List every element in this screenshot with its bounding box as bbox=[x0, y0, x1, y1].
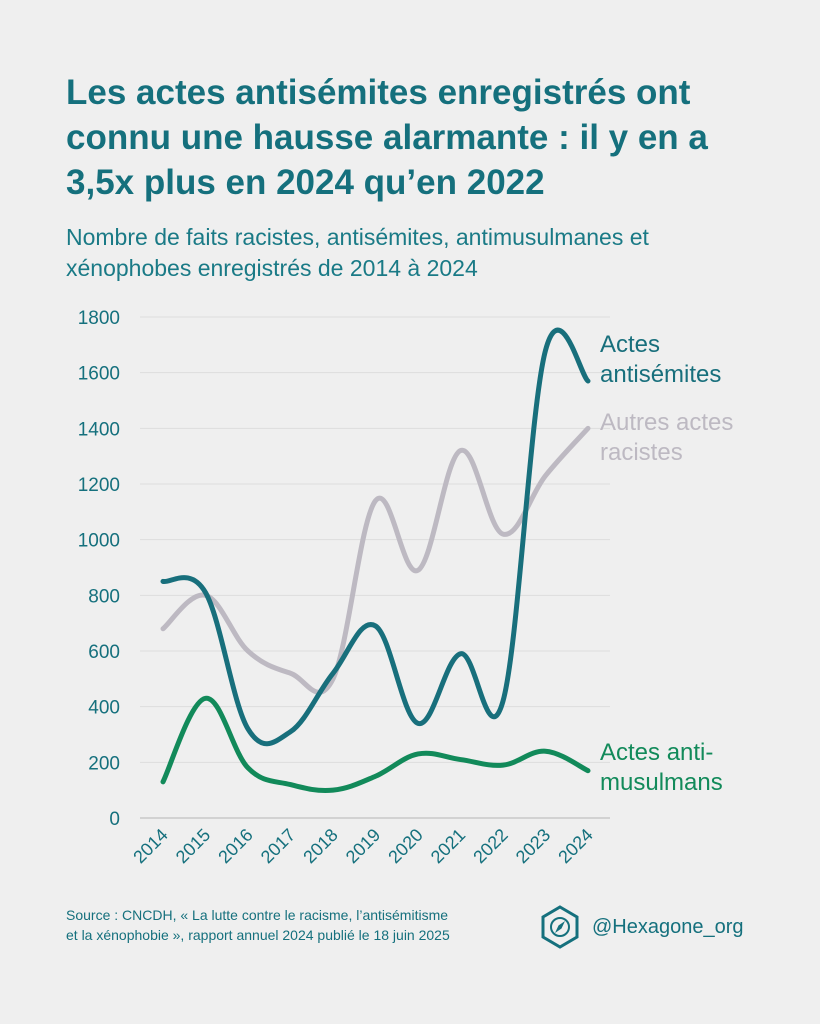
y-tick-label: 800 bbox=[88, 586, 120, 607]
y-tick-label: 600 bbox=[88, 642, 120, 663]
y-tick-label: 400 bbox=[88, 698, 120, 719]
x-tick-label: 2019 bbox=[342, 825, 384, 867]
y-tick-label: 0 bbox=[109, 809, 120, 830]
series-label: racistes bbox=[600, 439, 683, 466]
x-tick-label: 2018 bbox=[299, 825, 341, 867]
x-tick-label: 2024 bbox=[554, 825, 596, 867]
y-tick-label: 1000 bbox=[78, 531, 120, 552]
brand[interactable]: @Hexagone_org bbox=[540, 905, 744, 949]
source-note: Source : CNCDH, « La lutte contre le rac… bbox=[66, 905, 536, 945]
y-tick-label: 1400 bbox=[78, 419, 120, 440]
x-tick-label: 2023 bbox=[512, 825, 554, 867]
chart-subtitle: Nombre de faits racistes, antisémites, a… bbox=[66, 224, 649, 281]
x-tick-label: 2014 bbox=[129, 825, 171, 867]
series-label: musulmans bbox=[600, 769, 723, 796]
series-label: Actes bbox=[600, 331, 660, 358]
x-tick-label: 2020 bbox=[384, 825, 426, 867]
x-tick-label: 2021 bbox=[427, 825, 469, 867]
series-line bbox=[160, 327, 591, 747]
x-tick-label: 2015 bbox=[172, 825, 214, 867]
x-tick-label: 2016 bbox=[214, 825, 256, 867]
y-tick-label: 1200 bbox=[78, 475, 120, 496]
series-line bbox=[160, 425, 591, 695]
chart-title: Les actes antisémites enregistrés ont co… bbox=[66, 73, 708, 202]
brand-handle[interactable]: @Hexagone_org bbox=[592, 915, 744, 938]
x-tick-label: 2022 bbox=[469, 825, 511, 867]
source-line-1: Source : CNCDH, « La lutte contre le rac… bbox=[66, 907, 449, 923]
y-tick-label: 1800 bbox=[78, 308, 120, 329]
y-tick-label: 200 bbox=[88, 753, 120, 774]
y-tick-label: 1600 bbox=[78, 364, 120, 385]
x-tick-label: 2017 bbox=[257, 825, 299, 867]
source-line-2: et la xénophobie », rapport annuel 2024 … bbox=[66, 927, 450, 943]
hexagon-compass-icon bbox=[541, 905, 579, 949]
series-line bbox=[160, 695, 591, 794]
series-label: Autres actes bbox=[600, 409, 733, 436]
series-label: antisémites bbox=[600, 361, 721, 388]
series-label: Actes anti- bbox=[600, 739, 713, 766]
